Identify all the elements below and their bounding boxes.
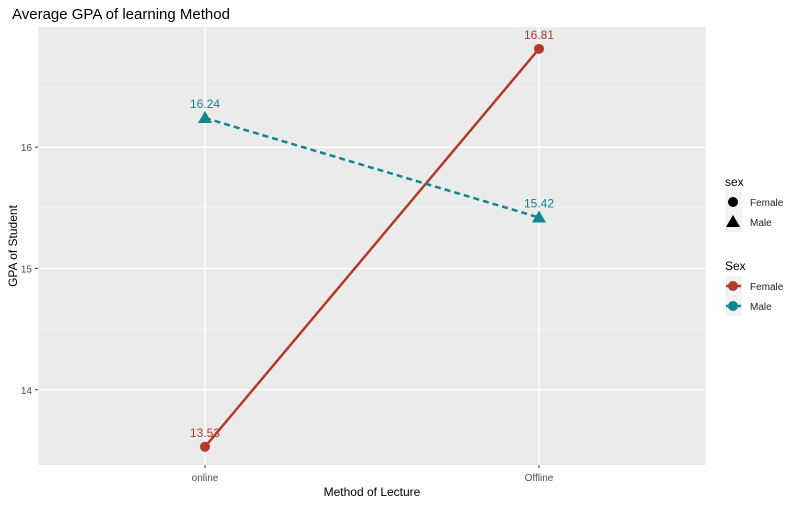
legend-key-female [728, 197, 738, 207]
data-point-female [200, 441, 210, 452]
data-label: 13.53 [190, 426, 220, 440]
y-tick-label: 14 [21, 386, 33, 397]
series-line-female [204, 48, 540, 448]
y-tick-label: 15 [21, 264, 33, 275]
chart-title: Average GPA of learning Method [12, 6, 230, 23]
y-tick-label: 16 [21, 143, 33, 154]
legend-title: sex [725, 175, 744, 189]
data-point-female [534, 43, 544, 54]
legend-label: Male [750, 302, 772, 313]
legend-key-male [728, 301, 738, 311]
data-point-male [532, 210, 546, 223]
legend-key-female [728, 281, 738, 291]
data-point-male [198, 110, 212, 123]
y-axis-label: GPA of Student [6, 204, 20, 286]
data-label: 16.81 [524, 28, 554, 42]
x-tick-label: Offline [525, 473, 554, 484]
legend-title: Sex [725, 259, 746, 273]
series-line-male [204, 116, 540, 219]
legend-label: Female [750, 198, 784, 209]
data-label: 16.24 [190, 97, 220, 111]
x-tick-label: online [192, 473, 219, 484]
legend-label: Male [750, 218, 772, 229]
legend-key-male [726, 215, 740, 227]
legend-label: Female [750, 282, 784, 293]
x-axis-label: Method of Lecture [324, 485, 421, 499]
data-label: 15.42 [524, 196, 554, 210]
